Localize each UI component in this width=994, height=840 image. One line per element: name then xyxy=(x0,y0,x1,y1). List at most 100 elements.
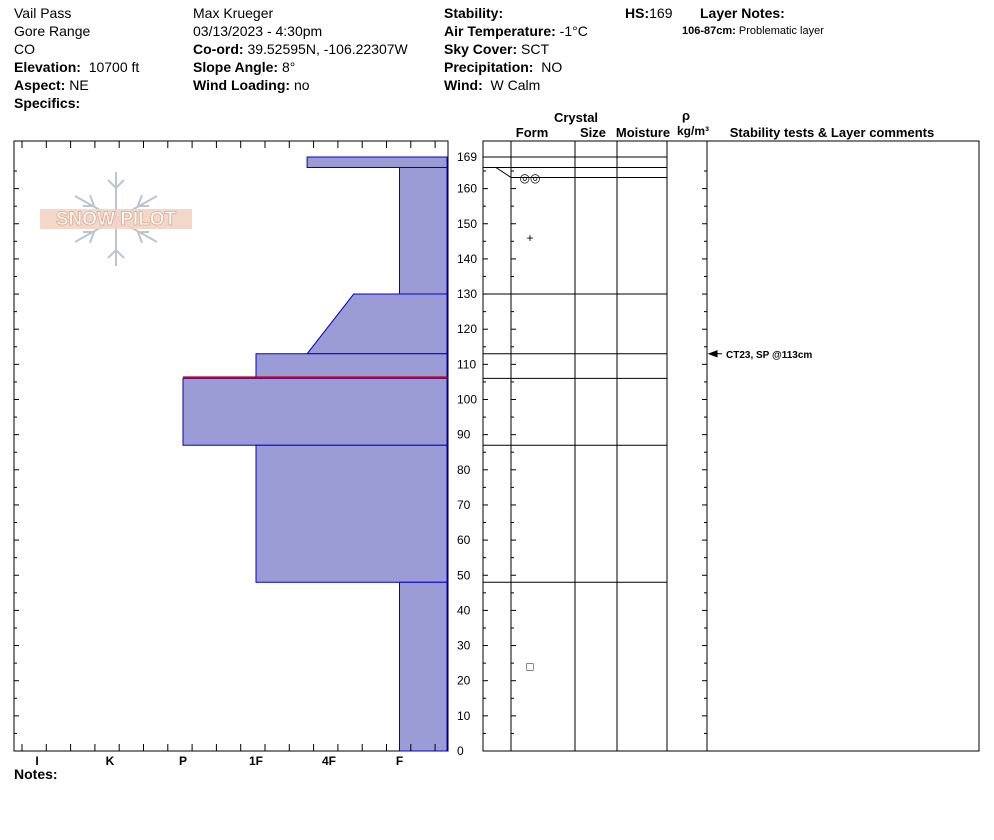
wind: Wind: W Calm xyxy=(444,76,540,94)
stability-label: Stability: xyxy=(444,5,504,21)
layer-grid-frame xyxy=(482,140,980,752)
elevation-label: Elevation: xyxy=(14,59,81,75)
size-header: Size xyxy=(580,125,606,140)
observer-name: Max Krueger xyxy=(193,5,274,21)
aspect: Aspect: NE xyxy=(14,76,89,94)
aspect-label: Aspect: xyxy=(14,77,66,93)
hardness-plot-frame xyxy=(13,140,449,752)
stability-tests: CT23, SP @113cm xyxy=(707,350,812,361)
coord-value: 39.52595N, -106.22307W xyxy=(247,41,408,57)
air-temp-value: -1°C xyxy=(559,23,588,39)
crystal-forms: ◎◎ + □ xyxy=(520,171,541,674)
moisture-header: Moisture xyxy=(616,125,670,140)
height-tick-label: 50 xyxy=(457,568,471,582)
height-tick-label: 60 xyxy=(457,533,471,547)
height-tick-label: 90 xyxy=(457,428,471,442)
rho-header: ρ xyxy=(682,108,690,123)
height-ticks: 1691601501401301201101009080706050403020… xyxy=(14,150,707,758)
notes-label: Notes: xyxy=(14,766,58,782)
hardness-layer xyxy=(399,167,448,295)
coord-label: Co-ord: xyxy=(193,41,244,57)
specifics-label: Specifics: xyxy=(14,95,81,111)
site-range: Gore Range xyxy=(14,23,91,39)
wind-value: W Calm xyxy=(490,77,541,93)
hardness-tick-label: F xyxy=(396,754,403,768)
hardness-layers xyxy=(182,156,448,752)
elevation-value: 10700 ft xyxy=(88,59,140,75)
aspect-value: NE xyxy=(69,77,89,93)
wind-loading-value: no xyxy=(293,77,310,93)
height-tick-label: 130 xyxy=(457,287,477,301)
height-tick-label: 140 xyxy=(457,252,477,266)
hs-value: 169 xyxy=(649,5,673,21)
wind-loading-label: Wind Loading: xyxy=(193,77,291,93)
hs-label: HS: xyxy=(625,5,650,21)
height-tick-label: 20 xyxy=(457,674,471,688)
observation-datetime: 03/13/2023 - 4:30pm xyxy=(193,23,323,39)
crystal-header: Crystal xyxy=(554,110,598,125)
height-tick-label: 110 xyxy=(457,357,476,371)
layer-connector xyxy=(483,167,667,178)
hardness-tick-label: I xyxy=(35,754,38,768)
hardness-layer xyxy=(306,293,448,355)
layer-note-text: Problematic layer xyxy=(738,25,824,37)
precipitation: Precipitation: NO xyxy=(444,58,562,76)
height-tick-label: 150 xyxy=(457,217,477,231)
hardness-layer xyxy=(255,353,448,379)
sky-value: SCT xyxy=(521,41,550,57)
elevation: Elevation: 10700 ft xyxy=(14,58,139,76)
slope-angle: Slope Angle: 8° xyxy=(193,58,295,76)
air-temp-label: Air Temperature: xyxy=(444,23,556,39)
crystal-form-symbol: ◎◎ xyxy=(520,171,541,185)
crystal-form-symbol: + xyxy=(526,231,533,245)
height-tick-label: 30 xyxy=(457,639,471,653)
height-tick-label: 80 xyxy=(457,463,471,477)
logo-text: SNOW PILOT xyxy=(56,209,177,230)
hardness-axis: I K P 1F 4F F xyxy=(21,141,436,768)
height-tick-label: 10 xyxy=(457,709,471,723)
hardness-layer xyxy=(255,444,448,583)
wind-loading: Wind Loading: no xyxy=(193,76,310,94)
sky-label: Sky Cover: xyxy=(444,41,518,57)
sky-cover: Sky Cover: SCT xyxy=(444,40,549,58)
stability-test-label: CT23, SP @113cm xyxy=(726,350,812,361)
hardness-tick-label: 1F xyxy=(249,754,263,768)
height-tick-label: 0 xyxy=(457,744,464,758)
layer-notes-label: Layer Notes: xyxy=(700,5,785,21)
stability-header: Stability tests & Layer comments xyxy=(730,125,934,140)
layer-grid-columns xyxy=(510,141,708,751)
layer-grid-rows xyxy=(483,156,667,583)
air-temperature: Air Temperature: -1°C xyxy=(444,22,588,40)
logo-banner xyxy=(40,209,192,229)
stability: Stability: xyxy=(444,4,503,22)
hardness-tick-label: P xyxy=(179,754,187,768)
form-header: Form xyxy=(516,125,549,140)
hardness-layer xyxy=(182,377,448,446)
hardness-layer xyxy=(399,581,448,752)
total-height: HS:169 xyxy=(625,4,672,22)
notes: Notes: xyxy=(14,765,58,783)
crystal-form-symbol: □ xyxy=(526,660,533,674)
slope-label: Slope Angle: xyxy=(193,59,279,75)
specifics: Specifics: xyxy=(14,94,80,112)
precip-label: Precipitation: xyxy=(444,59,534,75)
height-tick-label: 40 xyxy=(457,603,471,617)
height-tick-label: 70 xyxy=(457,498,471,512)
site-location: Vail Pass xyxy=(14,5,72,21)
arrow-left-icon xyxy=(707,350,722,358)
snowpilot-logo: SNOW PILOT xyxy=(40,172,192,266)
site-state: CO xyxy=(14,41,35,57)
coordinates: Co-ord: 39.52595N, -106.22307W xyxy=(193,40,408,58)
layer-notes-title: Layer Notes: xyxy=(700,4,785,22)
layer-note: 106-87cm: Problematic layer xyxy=(682,22,824,40)
height-tick-label: 120 xyxy=(457,322,477,336)
wind-label: Wind: xyxy=(444,77,483,93)
precip-value: NO xyxy=(541,59,563,75)
slope-value: 8° xyxy=(281,59,296,75)
density-unit-header: kg/m³ xyxy=(677,124,709,138)
height-tick-label: 100 xyxy=(457,393,477,407)
height-tick-label: 160 xyxy=(457,182,477,196)
hardness-layer xyxy=(306,156,448,169)
hardness-tick-label: 4F xyxy=(322,754,336,768)
